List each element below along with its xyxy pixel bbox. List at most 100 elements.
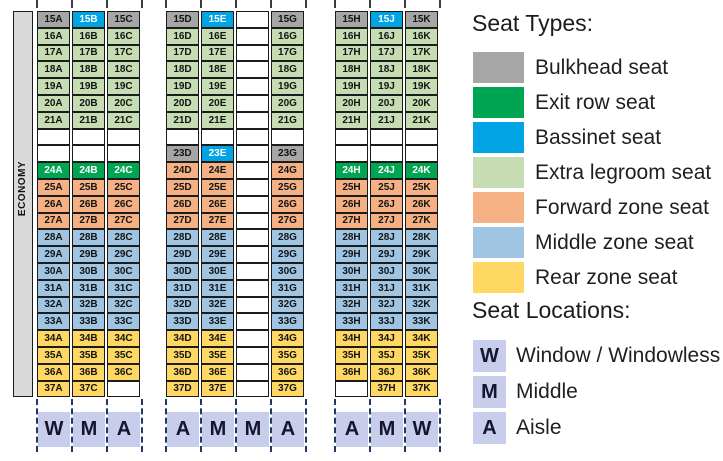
seat-32G[interactable]: 32G xyxy=(271,296,304,314)
seat-27G[interactable]: 27G xyxy=(271,212,304,230)
seat-28G[interactable]: 28G xyxy=(271,229,304,247)
seat-30J[interactable]: 30J xyxy=(370,262,403,280)
seat-36H[interactable]: 36H xyxy=(335,363,368,381)
seat-15H[interactable]: 15H xyxy=(335,11,368,28)
seat-25E[interactable]: 25E xyxy=(201,178,234,196)
seat-16A[interactable]: 16A xyxy=(37,27,70,45)
seat-37K[interactable]: 37K xyxy=(405,380,438,398)
seat-25H[interactable]: 25H xyxy=(335,178,368,196)
seat-27B[interactable]: 27B xyxy=(72,212,105,230)
seat-29E[interactable]: 29E xyxy=(201,246,234,263)
seat-25J[interactable]: 25J xyxy=(370,178,403,196)
seat-16J[interactable]: 16J xyxy=(370,27,403,45)
seat-29C[interactable]: 29C xyxy=(107,246,140,263)
seat-21J[interactable]: 21J xyxy=(370,111,403,129)
seat-27H[interactable]: 27H xyxy=(335,212,368,230)
seat-32B[interactable]: 32B xyxy=(72,296,105,314)
seat-28A[interactable]: 28A xyxy=(37,229,70,247)
seat-36J[interactable]: 36J xyxy=(370,363,403,381)
seat-32D[interactable]: 32D xyxy=(166,296,199,314)
seat-18B[interactable]: 18B xyxy=(72,61,105,79)
seat-19B[interactable]: 19B xyxy=(72,78,105,95)
seat-18H[interactable]: 18H xyxy=(335,61,368,79)
seat-19E[interactable]: 19E xyxy=(201,78,234,95)
seat-30A[interactable]: 30A xyxy=(37,262,70,280)
seat-36B[interactable]: 36B xyxy=(72,363,105,381)
seat-26K[interactable]: 26K xyxy=(405,195,438,213)
seat-34G[interactable]: 34G xyxy=(271,330,304,347)
seat-28K[interactable]: 28K xyxy=(405,229,438,247)
seat-32C[interactable]: 32C xyxy=(107,296,140,314)
seat-21E[interactable]: 21E xyxy=(201,111,234,129)
seat-37H[interactable]: 37H xyxy=(370,380,403,398)
seat-26A[interactable]: 26A xyxy=(37,195,70,213)
seat-16K[interactable]: 16K xyxy=(405,27,438,45)
seat-36C[interactable]: 36C xyxy=(107,363,140,381)
seat-28H[interactable]: 28H xyxy=(335,229,368,247)
seat-19K[interactable]: 19K xyxy=(405,78,438,95)
seat-36A[interactable]: 36A xyxy=(37,363,70,381)
seat-33G[interactable]: 33G xyxy=(271,313,304,331)
seat-31C[interactable]: 31C xyxy=(107,279,140,297)
seat-34C[interactable]: 34C xyxy=(107,330,140,347)
seat-33B[interactable]: 33B xyxy=(72,313,105,331)
seat-35K[interactable]: 35K xyxy=(405,346,438,364)
seat-19H[interactable]: 19H xyxy=(335,78,368,95)
seat-17D[interactable]: 17D xyxy=(166,44,199,62)
seat-25A[interactable]: 25A xyxy=(37,178,70,196)
seat-24G[interactable]: 24G xyxy=(271,162,304,179)
seat-24C[interactable]: 24C xyxy=(107,162,140,179)
seat-20J[interactable]: 20J xyxy=(370,94,403,112)
seat-18G[interactable]: 18G xyxy=(271,61,304,79)
seat-20G[interactable]: 20G xyxy=(271,94,304,112)
seat-32E[interactable]: 32E xyxy=(201,296,234,314)
seat-35A[interactable]: 35A xyxy=(37,346,70,364)
seat-35E[interactable]: 35E xyxy=(201,346,234,364)
seat-23E[interactable]: 23E xyxy=(201,145,234,163)
seat-34E[interactable]: 34E xyxy=(201,330,234,347)
seat-20A[interactable]: 20A xyxy=(37,94,70,112)
seat-15A[interactable]: 15A xyxy=(37,11,70,28)
seat-25B[interactable]: 25B xyxy=(72,178,105,196)
seat-26B[interactable]: 26B xyxy=(72,195,105,213)
seat-21A[interactable]: 21A xyxy=(37,111,70,129)
seat-15D[interactable]: 15D xyxy=(166,11,199,28)
seat-34J[interactable]: 34J xyxy=(370,330,403,347)
seat-24K[interactable]: 24K xyxy=(405,162,438,179)
seat-34K[interactable]: 34K xyxy=(405,330,438,347)
seat-19G[interactable]: 19G xyxy=(271,78,304,95)
seat-18C[interactable]: 18C xyxy=(107,61,140,79)
seat-24A[interactable]: 24A xyxy=(37,162,70,179)
seat-25G[interactable]: 25G xyxy=(271,178,304,196)
seat-18K[interactable]: 18K xyxy=(405,61,438,79)
seat-17J[interactable]: 17J xyxy=(370,44,403,62)
seat-19J[interactable]: 19J xyxy=(370,78,403,95)
seat-26H[interactable]: 26H xyxy=(335,195,368,213)
seat-36E[interactable]: 36E xyxy=(201,363,234,381)
seat-36D[interactable]: 36D xyxy=(166,363,199,381)
seat-33K[interactable]: 33K xyxy=(405,313,438,331)
seat-35B[interactable]: 35B xyxy=(72,346,105,364)
seat-30B[interactable]: 30B xyxy=(72,262,105,280)
seat-36G[interactable]: 36G xyxy=(271,363,304,381)
seat-34H[interactable]: 34H xyxy=(335,330,368,347)
seat-33J[interactable]: 33J xyxy=(370,313,403,331)
seat-31D[interactable]: 31D xyxy=(166,279,199,297)
seat-15C[interactable]: 15C xyxy=(107,11,140,28)
seat-35G[interactable]: 35G xyxy=(271,346,304,364)
seat-26E[interactable]: 26E xyxy=(201,195,234,213)
seat-31G[interactable]: 31G xyxy=(271,279,304,297)
seat-30H[interactable]: 30H xyxy=(335,262,368,280)
seat-24B[interactable]: 24B xyxy=(72,162,105,179)
seat-17C[interactable]: 17C xyxy=(107,44,140,62)
seat-26J[interactable]: 26J xyxy=(370,195,403,213)
seat-19A[interactable]: 19A xyxy=(37,78,70,95)
seat-31K[interactable]: 31K xyxy=(405,279,438,297)
seat-20C[interactable]: 20C xyxy=(107,94,140,112)
seat-15J[interactable]: 15J xyxy=(370,11,403,28)
seat-33D[interactable]: 33D xyxy=(166,313,199,331)
seat-30G[interactable]: 30G xyxy=(271,262,304,280)
seat-32A[interactable]: 32A xyxy=(37,296,70,314)
seat-17E[interactable]: 17E xyxy=(201,44,234,62)
seat-21D[interactable]: 21D xyxy=(166,111,199,129)
